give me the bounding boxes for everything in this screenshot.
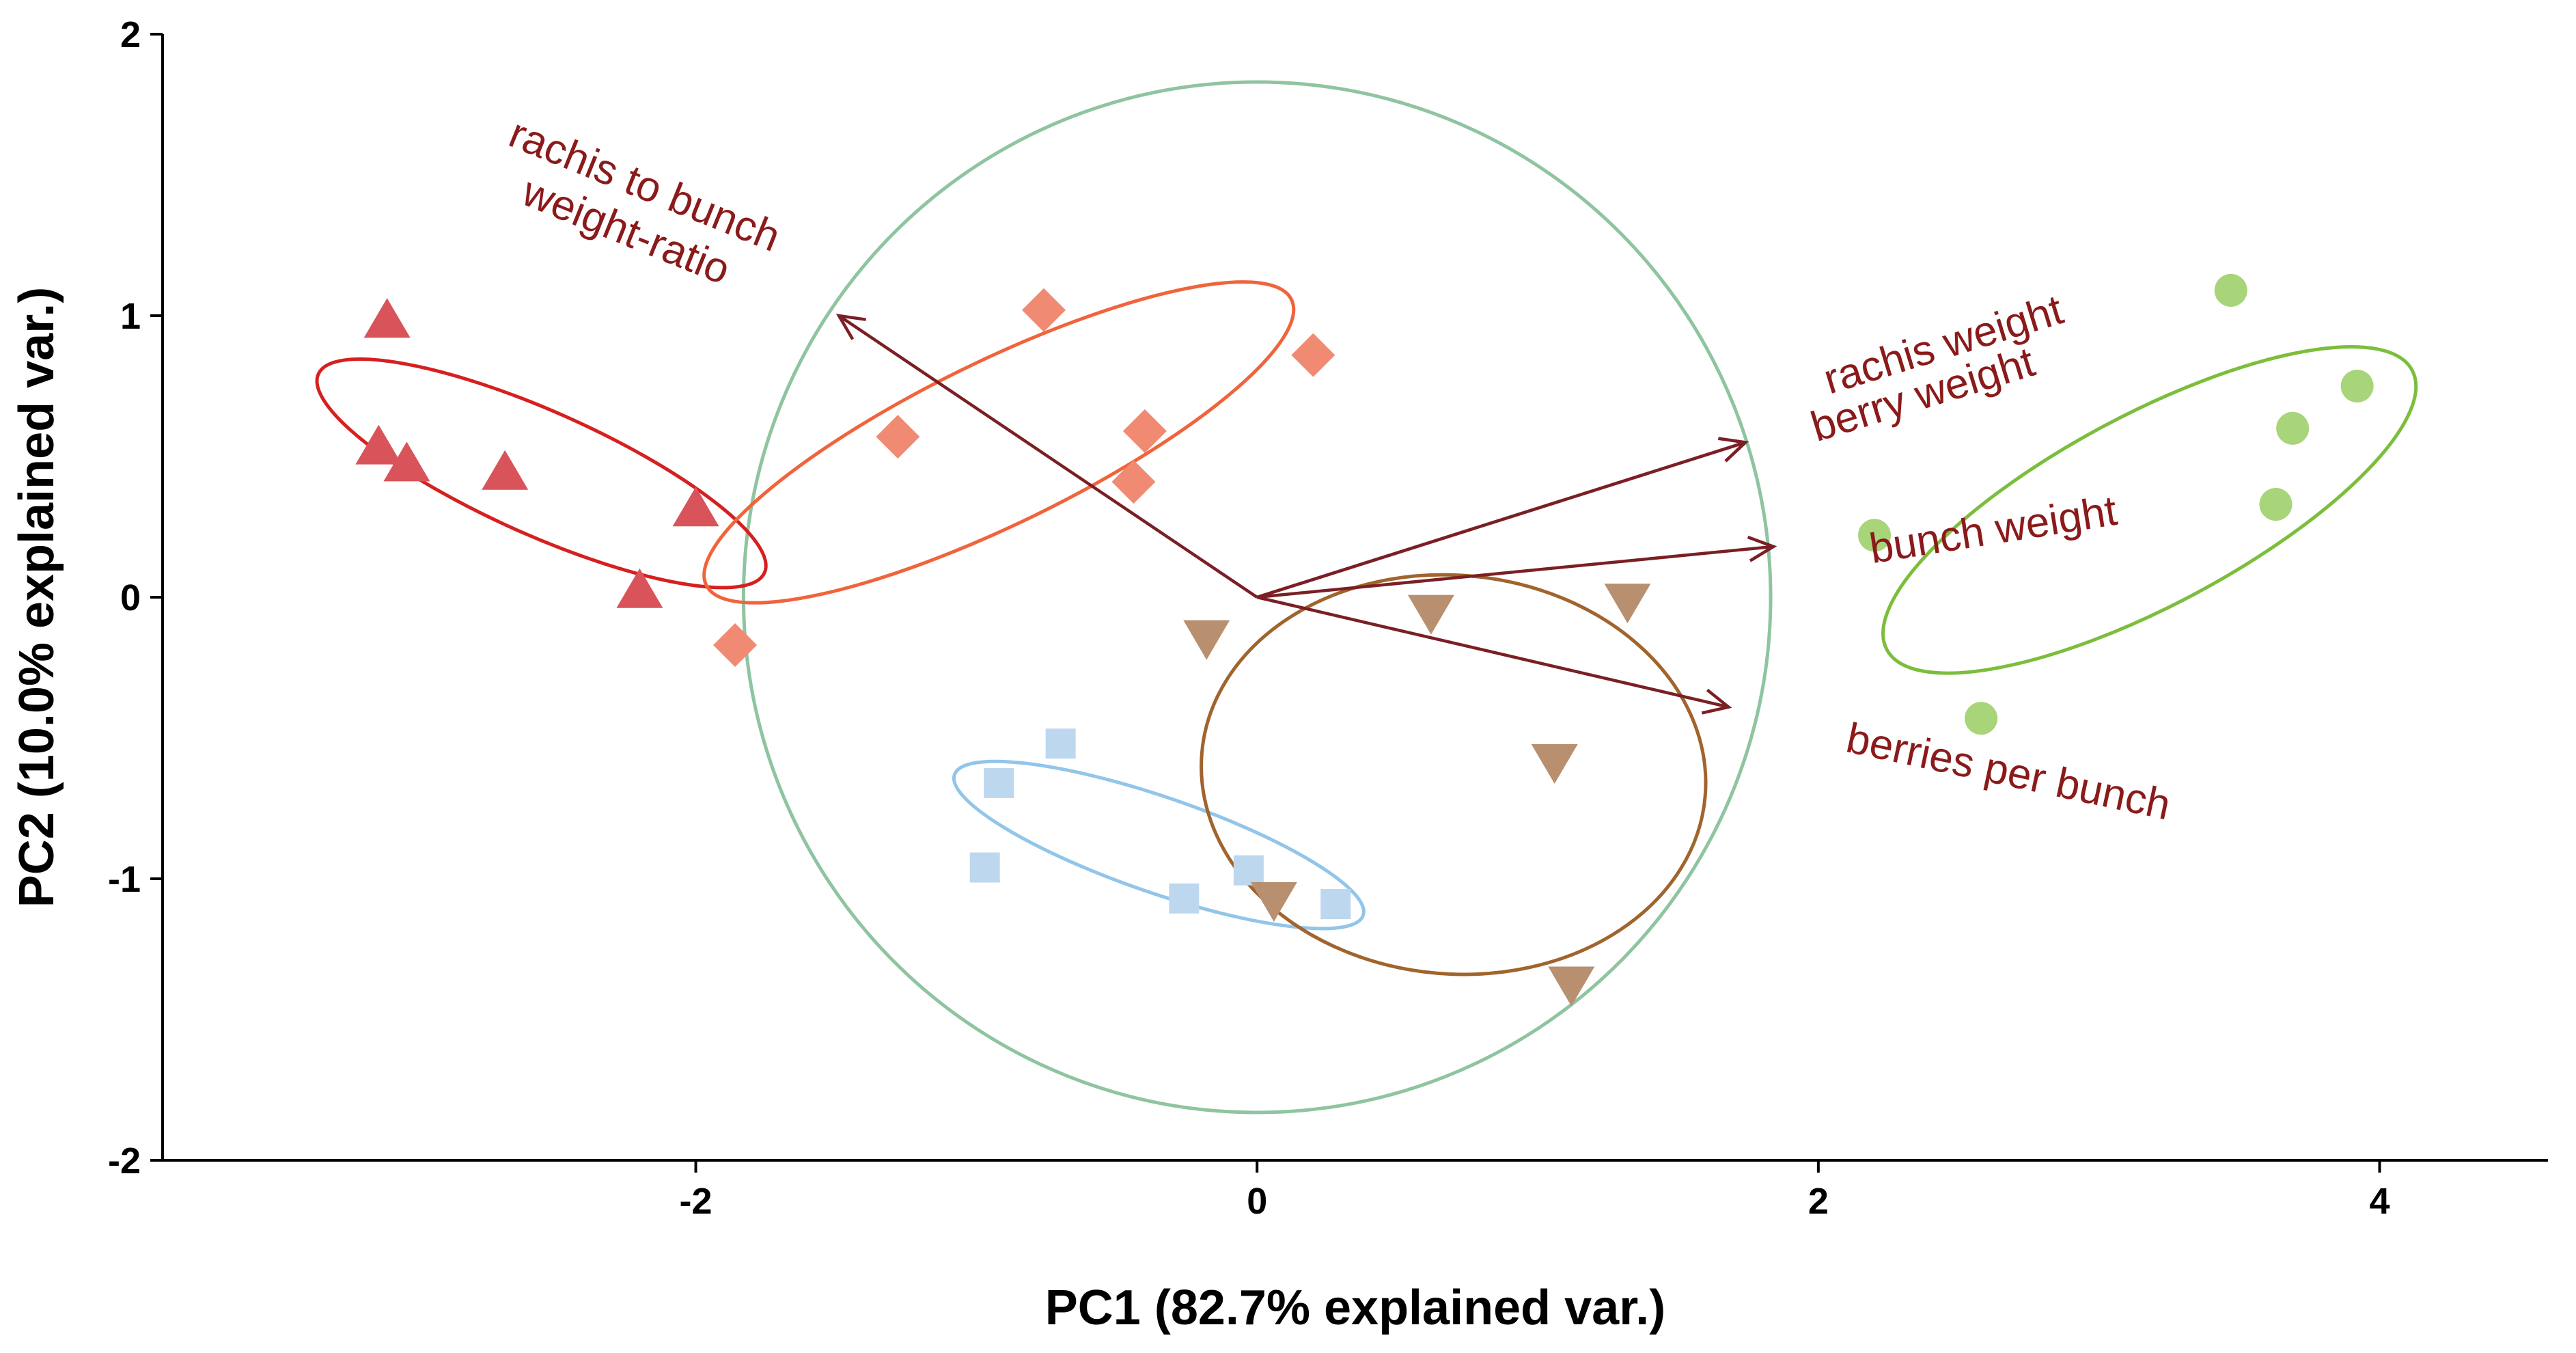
data-point-circle	[2276, 411, 2310, 445]
group-square-ellipse	[952, 759, 1366, 931]
group-circle-ellipse	[1881, 345, 2418, 675]
data-point-square	[1045, 728, 1076, 759]
data-point-triangle-up	[482, 450, 529, 490]
loading-arrow	[837, 314, 1258, 599]
data-point-triangle-up	[363, 298, 411, 338]
data-point-diamond	[1111, 460, 1156, 504]
data-point-triangle-down	[1531, 743, 1578, 784]
data-point-square	[1169, 883, 1200, 914]
y-axis-title: PC2 (10.0% explained var.)	[10, 287, 64, 907]
data-point-square	[984, 767, 1014, 798]
data-point-diamond	[876, 415, 920, 459]
points-layer	[355, 273, 2374, 1007]
data-point-diamond	[1122, 409, 1167, 453]
data-point-triangle-down	[1183, 620, 1230, 660]
loading-arrowhead	[1718, 437, 1749, 463]
data-point-circle	[1858, 519, 1892, 552]
data-point-circle	[2214, 273, 2247, 307]
loading-arrowhead	[1747, 535, 1777, 562]
data-point-circle	[2259, 488, 2293, 521]
loading-arrow	[1256, 545, 1774, 599]
data-point-triangle-down	[1604, 584, 1651, 624]
data-point-square	[1233, 855, 1264, 886]
data-point-circle	[1965, 702, 1998, 735]
data-point-square	[969, 852, 1000, 883]
data-point-diamond	[1021, 288, 1066, 332]
x-tick-label: 2	[1808, 1181, 1829, 1222]
group-triangle-up-ellipse	[315, 357, 768, 590]
axes-layer: -2 -1 0 1 2 -2 0 2 4	[108, 14, 2548, 1222]
loading-arrowhead	[1701, 688, 1732, 715]
data-point-square	[1320, 889, 1351, 920]
y-tick-label: -1	[108, 859, 141, 900]
y-tick-label: 0	[120, 577, 141, 618]
group-diamond-ellipse	[702, 280, 1296, 605]
data-point-triangle-down	[1548, 966, 1595, 1007]
loading-arrowhead	[835, 314, 866, 340]
y-tick-label: 1	[120, 296, 141, 337]
correlation-circle	[741, 80, 1773, 1115]
data-point-triangle-down	[1407, 594, 1454, 635]
x-tick-label: 0	[1247, 1181, 1267, 1222]
y-tick-label: -2	[108, 1140, 141, 1181]
data-point-diamond	[1291, 333, 1335, 377]
loading-arrows-layer	[835, 314, 1777, 715]
y-tick-label: 2	[120, 14, 141, 55]
data-point-triangle-down	[1250, 882, 1297, 922]
data-point-triangle-up	[616, 568, 663, 608]
data-point-diamond	[713, 623, 758, 668]
data-point-circle	[2340, 370, 2374, 402]
loading-arrow	[1256, 595, 1729, 709]
data-point-triangle-up	[383, 441, 430, 482]
data-point-triangle-up	[672, 487, 719, 527]
x-tick-label: 4	[2369, 1181, 2390, 1222]
data-point-triangle-up	[355, 424, 402, 465]
x-tick-label: -2	[680, 1181, 712, 1222]
loading-arrow	[1256, 441, 1746, 599]
x-axis-title: PC1 (82.7% explained var.)	[1045, 1281, 1665, 1335]
